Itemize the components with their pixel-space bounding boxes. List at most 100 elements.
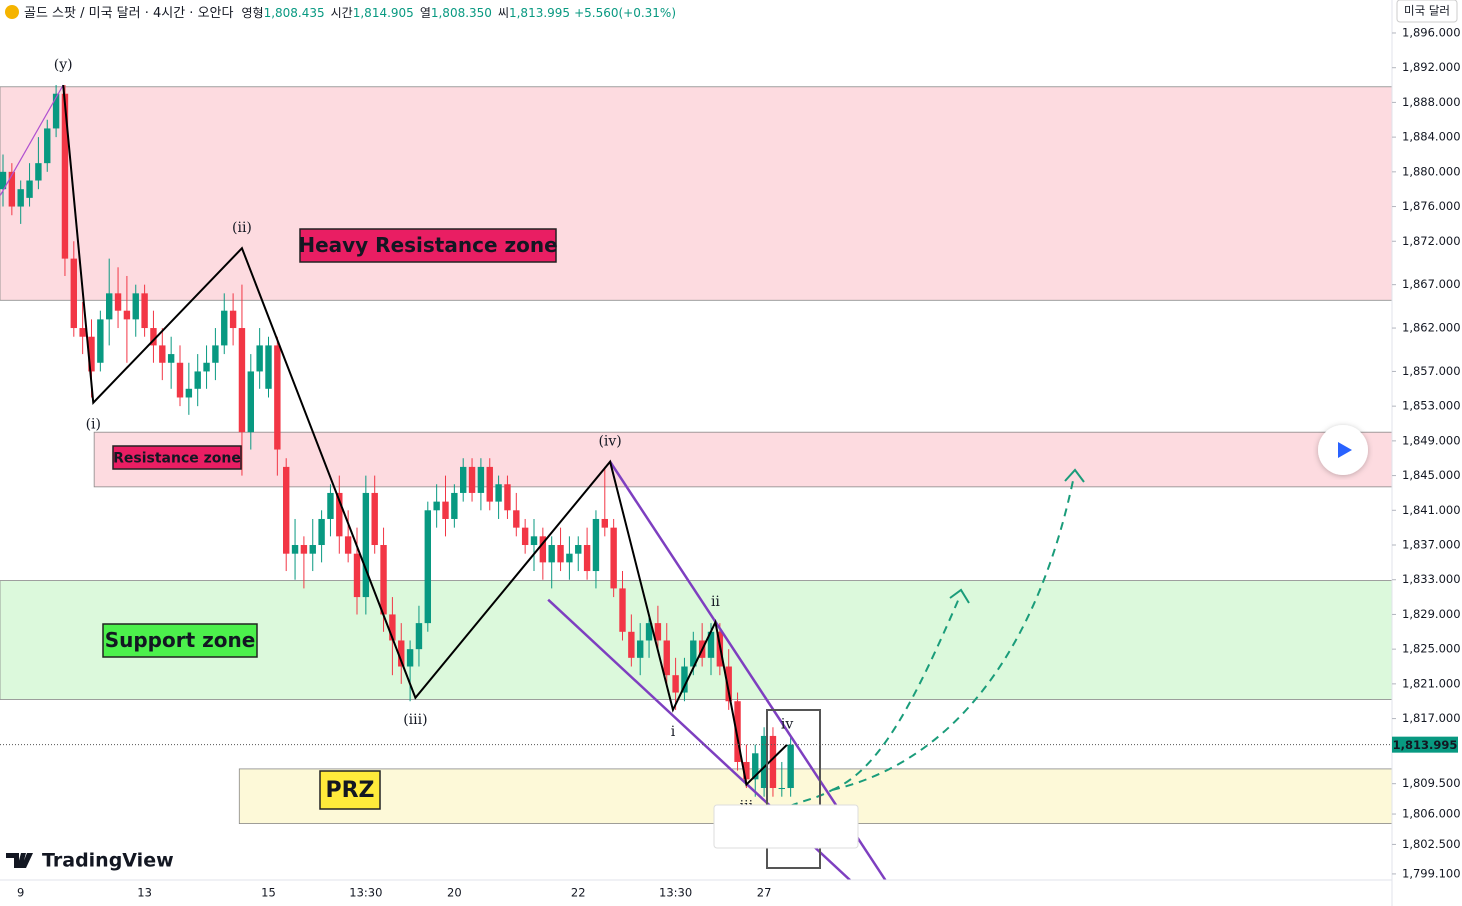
candle-body	[725, 666, 732, 702]
candle-body	[743, 761, 750, 780]
wave-label: (iv)	[598, 434, 621, 450]
y-tick-label: 1,888.000	[1402, 95, 1461, 109]
zone-label: PRZ	[325, 778, 374, 803]
candle-body	[362, 492, 370, 598]
candle-body	[159, 345, 166, 363]
candle-body	[212, 345, 219, 363]
field-label: 영형	[241, 6, 263, 20]
candle-body	[389, 614, 396, 641]
candle-body	[672, 675, 679, 693]
wave-line	[62, 84, 788, 787]
zone	[0, 86, 1392, 301]
x-tick-label: 13:30	[349, 886, 382, 900]
candle-body	[318, 518, 325, 546]
x-tick-label: 13:30	[659, 886, 692, 900]
field-value: 1,808.435	[264, 6, 325, 20]
candle-body	[619, 588, 626, 632]
arrow-head	[1064, 468, 1085, 483]
x-tick-label: 9	[17, 886, 24, 900]
candle-body	[327, 492, 334, 519]
candle-body	[681, 666, 688, 693]
candle-body	[513, 510, 520, 528]
y-tick-label: 1,802.500	[1402, 837, 1461, 851]
candle-body	[247, 371, 254, 433]
candle-body	[265, 345, 272, 389]
y-tick-label: 1,857.000	[1402, 364, 1461, 378]
candle-body	[106, 293, 113, 320]
header: 골드 스팟 / 미국 달러 · 4시간 · 오안다 영형1,808.435 시간 1,…	[24, 6, 676, 21]
candle-body	[645, 623, 653, 641]
zone-label: Resistance zone	[113, 451, 241, 467]
change: +5.560(+0.31%)	[574, 6, 676, 20]
symbol: 골드 스팟 / 미국 달러 · 4시간 · 오안다	[24, 6, 233, 21]
candle-body	[274, 345, 281, 450]
candle-body	[734, 701, 741, 762]
zone-label-box	[112, 445, 242, 470]
y-tick-label: 1,833.000	[1402, 572, 1461, 586]
arrow-head	[949, 588, 970, 604]
candle-body	[114, 293, 122, 311]
candle-body	[97, 319, 104, 363]
y-tick-label: 1,876.000	[1402, 199, 1461, 213]
y-tick-label: 1,853.000	[1402, 399, 1461, 413]
wave-label: i	[671, 724, 676, 740]
candle-body	[344, 536, 352, 554]
y-tick-label: 1,867.000	[1402, 277, 1461, 291]
candle-body	[61, 93, 69, 259]
candle-body	[610, 527, 617, 589]
x-tick-label: 13	[137, 886, 152, 900]
field-value: 1,813.995	[509, 6, 570, 20]
last-price-box	[1392, 736, 1458, 753]
candle-body	[424, 510, 431, 624]
wave-label: (ii)	[232, 220, 252, 236]
candle-body	[176, 362, 184, 398]
projection-path	[831, 595, 961, 791]
wave-label: (i)	[86, 417, 101, 433]
candle-body	[548, 545, 555, 563]
candle-body	[26, 180, 33, 198]
currency-box	[1396, 0, 1458, 23]
y-tick-label: 1,829.000	[1402, 607, 1461, 621]
y-tick-label: 1,872.000	[1402, 234, 1461, 248]
candle-body	[442, 501, 449, 519]
candle-body	[460, 466, 467, 493]
y-tick-label: 1,896.000	[1402, 25, 1461, 39]
candle-body	[601, 518, 608, 528]
candle-body	[238, 328, 246, 433]
y-tick-label: 1,837.000	[1402, 538, 1461, 552]
last-price-label: 1,813.995	[1393, 738, 1458, 752]
y-tick-label: 1,825.000	[1402, 642, 1461, 656]
candle-body	[530, 536, 538, 546]
candle-body	[380, 545, 387, 615]
candle-body	[628, 631, 635, 658]
candle-body	[17, 189, 24, 207]
candle-body	[486, 466, 493, 502]
candle-body	[256, 345, 263, 372]
candle-body	[185, 388, 193, 398]
candle-body	[229, 310, 237, 329]
wave-label: iv	[781, 717, 793, 733]
pattern-box	[766, 709, 821, 869]
candle-body	[575, 545, 582, 554]
zone-label-box	[102, 623, 258, 658]
candle-body	[300, 545, 308, 554]
candle-body	[132, 293, 139, 320]
play-icon	[1338, 442, 1352, 458]
candle-body	[221, 310, 228, 346]
candle-body	[477, 466, 485, 493]
logo-icon	[6, 853, 33, 868]
wave-label: (iii)	[403, 712, 427, 728]
candle-body	[787, 744, 794, 789]
x-tick-label: 20	[447, 886, 462, 900]
projection-path	[831, 475, 1075, 791]
wave-label: ii	[711, 594, 720, 610]
candle-body	[707, 631, 715, 658]
candle-body	[398, 640, 405, 667]
candle-body	[44, 128, 51, 164]
brand: TradingView	[42, 850, 174, 872]
candle-body	[203, 362, 210, 372]
field-label: 시간	[331, 6, 353, 20]
candle-body	[539, 536, 547, 563]
y-tick-label: 1,892.000	[1402, 60, 1461, 74]
